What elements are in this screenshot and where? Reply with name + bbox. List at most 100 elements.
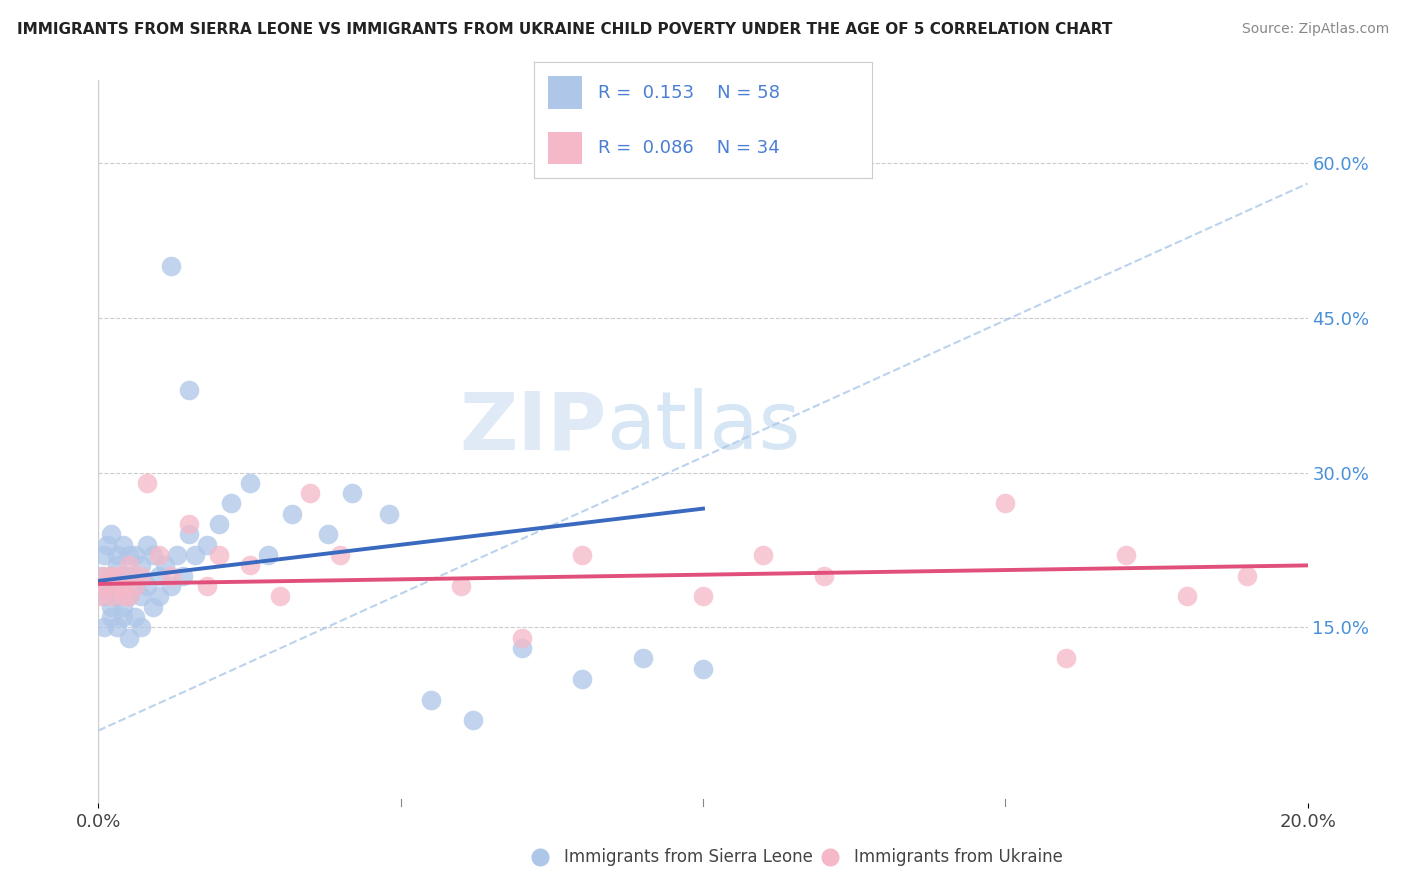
Point bbox=[93, 590, 115, 604]
Point bbox=[269, 590, 291, 604]
Point bbox=[105, 568, 128, 582]
Point bbox=[118, 590, 141, 604]
Point bbox=[93, 579, 115, 593]
Point bbox=[111, 590, 134, 604]
Point bbox=[160, 568, 183, 582]
Point bbox=[93, 620, 115, 634]
Point bbox=[105, 558, 128, 573]
Point bbox=[100, 590, 122, 604]
Point bbox=[111, 599, 134, 614]
Point bbox=[124, 610, 146, 624]
Point bbox=[172, 568, 194, 582]
Point bbox=[124, 579, 146, 593]
Point bbox=[510, 631, 533, 645]
Point bbox=[135, 579, 157, 593]
Point bbox=[111, 610, 134, 624]
Text: IMMIGRANTS FROM SIERRA LEONE VS IMMIGRANTS FROM UKRAINE CHILD POVERTY UNDER THE : IMMIGRANTS FROM SIERRA LEONE VS IMMIGRAN… bbox=[17, 22, 1112, 37]
Point bbox=[135, 475, 157, 490]
Point bbox=[166, 548, 188, 562]
Text: R =  0.153    N = 58: R = 0.153 N = 58 bbox=[599, 84, 780, 102]
Point bbox=[129, 558, 152, 573]
Text: Immigrants from Sierra Leone: Immigrants from Sierra Leone bbox=[564, 848, 813, 866]
Point bbox=[752, 548, 775, 562]
Point bbox=[179, 517, 201, 532]
Point bbox=[208, 548, 231, 562]
Point bbox=[118, 631, 141, 645]
Point bbox=[208, 517, 231, 532]
Point bbox=[100, 568, 122, 582]
Point bbox=[118, 568, 141, 582]
Point bbox=[1115, 548, 1137, 562]
Point bbox=[1054, 651, 1077, 665]
Point bbox=[692, 662, 714, 676]
Point bbox=[100, 610, 122, 624]
Point bbox=[160, 579, 183, 593]
Point bbox=[105, 548, 128, 562]
Point bbox=[129, 590, 152, 604]
Point bbox=[377, 507, 399, 521]
Point bbox=[420, 692, 443, 706]
Point bbox=[90, 568, 112, 582]
Point bbox=[179, 527, 201, 541]
Point bbox=[342, 486, 364, 500]
Point bbox=[96, 579, 118, 593]
Point bbox=[153, 558, 176, 573]
Point bbox=[195, 538, 218, 552]
Point bbox=[571, 672, 593, 686]
Point bbox=[239, 558, 262, 573]
Point bbox=[813, 568, 835, 582]
Point bbox=[111, 538, 134, 552]
Point bbox=[239, 475, 262, 490]
Text: ZIP: ZIP bbox=[458, 388, 606, 467]
Point bbox=[316, 527, 339, 541]
Point bbox=[142, 548, 165, 562]
Text: R =  0.086    N = 34: R = 0.086 N = 34 bbox=[599, 139, 780, 157]
Point bbox=[179, 383, 201, 397]
Point bbox=[105, 579, 128, 593]
Point bbox=[1236, 568, 1258, 582]
Point bbox=[221, 496, 243, 510]
Text: atlas: atlas bbox=[606, 388, 800, 467]
Point bbox=[148, 548, 170, 562]
Point bbox=[124, 548, 146, 562]
Point bbox=[1175, 590, 1198, 604]
Point bbox=[111, 579, 134, 593]
Point bbox=[631, 651, 654, 665]
Point bbox=[105, 590, 128, 604]
Point bbox=[105, 579, 128, 593]
Point bbox=[148, 568, 170, 582]
Point bbox=[111, 568, 134, 582]
Point bbox=[100, 527, 122, 541]
Point bbox=[135, 538, 157, 552]
Text: Source: ZipAtlas.com: Source: ZipAtlas.com bbox=[1241, 22, 1389, 37]
Point bbox=[148, 590, 170, 604]
Point bbox=[281, 507, 304, 521]
Bar bbox=[548, 132, 582, 164]
Point bbox=[118, 590, 141, 604]
Point bbox=[118, 548, 141, 562]
Point bbox=[129, 568, 152, 582]
Point bbox=[160, 259, 183, 273]
Point bbox=[96, 538, 118, 552]
Point bbox=[90, 590, 112, 604]
Point bbox=[256, 548, 278, 562]
Point bbox=[105, 620, 128, 634]
Point bbox=[994, 496, 1017, 510]
Point bbox=[510, 640, 533, 655]
Point bbox=[100, 568, 122, 582]
Text: Immigrants from Ukraine: Immigrants from Ukraine bbox=[855, 848, 1063, 866]
Point bbox=[571, 548, 593, 562]
Point bbox=[463, 713, 485, 727]
Point bbox=[450, 579, 472, 593]
Point bbox=[93, 548, 115, 562]
Point bbox=[124, 579, 146, 593]
Point bbox=[299, 486, 322, 500]
Point bbox=[118, 558, 141, 573]
Point bbox=[129, 620, 152, 634]
Point bbox=[195, 579, 218, 593]
Point bbox=[329, 548, 352, 562]
Point bbox=[100, 599, 122, 614]
Point bbox=[93, 568, 115, 582]
Point bbox=[142, 599, 165, 614]
Point bbox=[692, 590, 714, 604]
